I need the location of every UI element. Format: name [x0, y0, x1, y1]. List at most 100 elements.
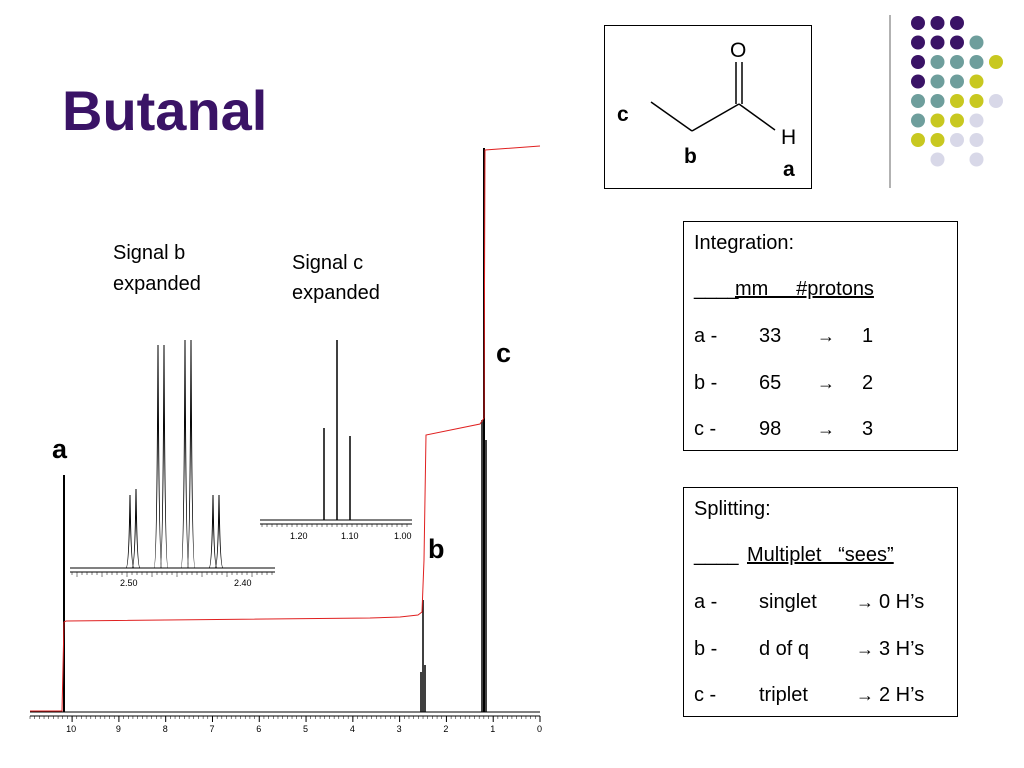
x-tick-label: 8 [163, 724, 168, 734]
decorative-dot [930, 55, 945, 69]
decorative-dot [950, 16, 964, 30]
arrow-icon: → [817, 373, 835, 393]
decorative-dot [969, 113, 984, 128]
splitting-row-c-label: c - [694, 684, 717, 706]
decorative-dot [911, 35, 925, 50]
decorative-dot [930, 113, 945, 128]
arrow-icon: → [817, 326, 835, 346]
splitting-row-c-multiplet: triplet [759, 684, 808, 706]
expansion-c-tick-110: 1.10 [341, 531, 359, 541]
expansion-b-peak [214, 494, 224, 569]
x-tick-label: 0 [537, 724, 542, 734]
decorative-dot [969, 133, 984, 147]
decorative-dot [969, 152, 984, 167]
expansion-b-peak [131, 488, 141, 569]
peak-label-b: b [428, 534, 445, 564]
integration-row-b-label: b - [694, 372, 718, 394]
integration-row-a-mm: 33 [759, 325, 782, 347]
atom-H: H [781, 126, 796, 149]
expansion-b-peak [180, 339, 190, 569]
expansion-c-plot: 1.20 1.10 1.00 [260, 340, 412, 541]
peak-b [420, 600, 426, 712]
x-axis-minor-ticks [29, 716, 541, 719]
decorative-dot [969, 55, 984, 69]
decorative-dot [950, 74, 964, 89]
decorative-dot [950, 133, 964, 147]
arrow-icon: → [856, 639, 874, 659]
decorative-dot [930, 16, 945, 30]
label-c: c [617, 103, 629, 126]
x-tick-label: 6 [256, 724, 261, 734]
x-tick-label: 10 [66, 724, 76, 734]
splitting-row-a-sees: 0 H’s [879, 591, 925, 613]
splitting-row-c-sees: 2 H’s [879, 684, 925, 706]
integral-trace [30, 145, 541, 712]
label-a: a [783, 158, 795, 181]
integration-row-b-mm: 65 [759, 372, 782, 394]
label-b: b [684, 145, 697, 168]
structure-drawing: O H c b a [617, 39, 796, 181]
x-tick-label: 1 [490, 724, 495, 734]
x-tick-label: 5 [303, 724, 308, 734]
x-axis-major-ticks: 10 9 8 7 6 5 4 3 2 1 0 [66, 716, 542, 734]
splitting-header-prefix: ____ [694, 544, 739, 566]
expansion-c-tick-100: 1.00 [394, 531, 412, 541]
splitting-heading: Splitting: [694, 498, 771, 520]
peak-c [481, 148, 487, 712]
decorative-dot [911, 133, 925, 147]
splitting-col-header: Multiplet “sees” [747, 544, 894, 566]
integration-row-a-label: a - [694, 325, 718, 347]
expansion-b-tick-250: 2.50 [120, 578, 138, 588]
decorative-dot [969, 94, 984, 108]
decorative-dot [911, 55, 925, 69]
decorative-dot [930, 74, 945, 89]
decorative-dot [950, 113, 964, 128]
decorative-dot [989, 94, 1003, 108]
decorative-dot [989, 55, 1003, 69]
peak-label-c: c [496, 338, 511, 368]
x-tick-label: 2 [443, 724, 448, 734]
expansion-b-tick-240: 2.40 [234, 578, 252, 588]
decorative-dot [911, 16, 925, 30]
x-tick-label: 3 [397, 724, 402, 734]
decorative-dot [930, 152, 945, 167]
integration-header-prefix: ____ [694, 278, 739, 300]
splitting-table: Splitting: ____ Multiplet “sees” a - sin… [683, 487, 958, 717]
splitting-row-b-label: b - [694, 638, 718, 660]
x-tick-label: 9 [116, 724, 121, 734]
expansion-c-label-1: Signal c [292, 252, 363, 274]
integration-col-header: mm #protons [735, 278, 874, 300]
integration-row-c-label: c - [694, 418, 717, 440]
decorative-dot [969, 74, 984, 89]
decorative-dot [950, 55, 964, 69]
decorative-dot [911, 94, 925, 108]
expansion-b-peak [208, 494, 218, 569]
splitting-row-b-sees: 3 H’s [879, 638, 925, 660]
decorative-dot [911, 113, 925, 128]
decorative-dot [969, 35, 984, 50]
integration-row-c-protons: 3 [862, 418, 874, 440]
arrow-icon: → [817, 419, 835, 439]
decorative-dot [930, 94, 945, 108]
integration-table: Integration: ____ mm #protons a - 33 → 1… [683, 221, 958, 451]
slide-title: Butanal [62, 79, 268, 142]
expansion-b-plot: 2.50 2.40 [70, 339, 275, 588]
decorative-dot [950, 35, 964, 50]
splitting-row-a-multiplet: singlet [759, 591, 817, 613]
decorative-dot [950, 94, 964, 108]
integration-row-b-protons: 2 [862, 372, 874, 394]
decorative-dot [911, 74, 925, 89]
butanal-structure: O H c b a [604, 25, 812, 189]
expansion-b-label-1: Signal b [113, 242, 185, 264]
integration-row-c-mm: 98 [759, 418, 782, 440]
expansion-b-peak [125, 494, 135, 569]
splitting-row-a-label: a - [694, 591, 718, 613]
expansion-b-peak [153, 344, 163, 569]
atom-O: O [730, 39, 746, 62]
arrow-icon: → [856, 592, 874, 612]
expansion-b-peak [186, 339, 196, 569]
expansion-b-peak [159, 344, 169, 569]
integration-row-a-protons: 1 [862, 325, 874, 347]
decorative-dot [930, 133, 945, 147]
